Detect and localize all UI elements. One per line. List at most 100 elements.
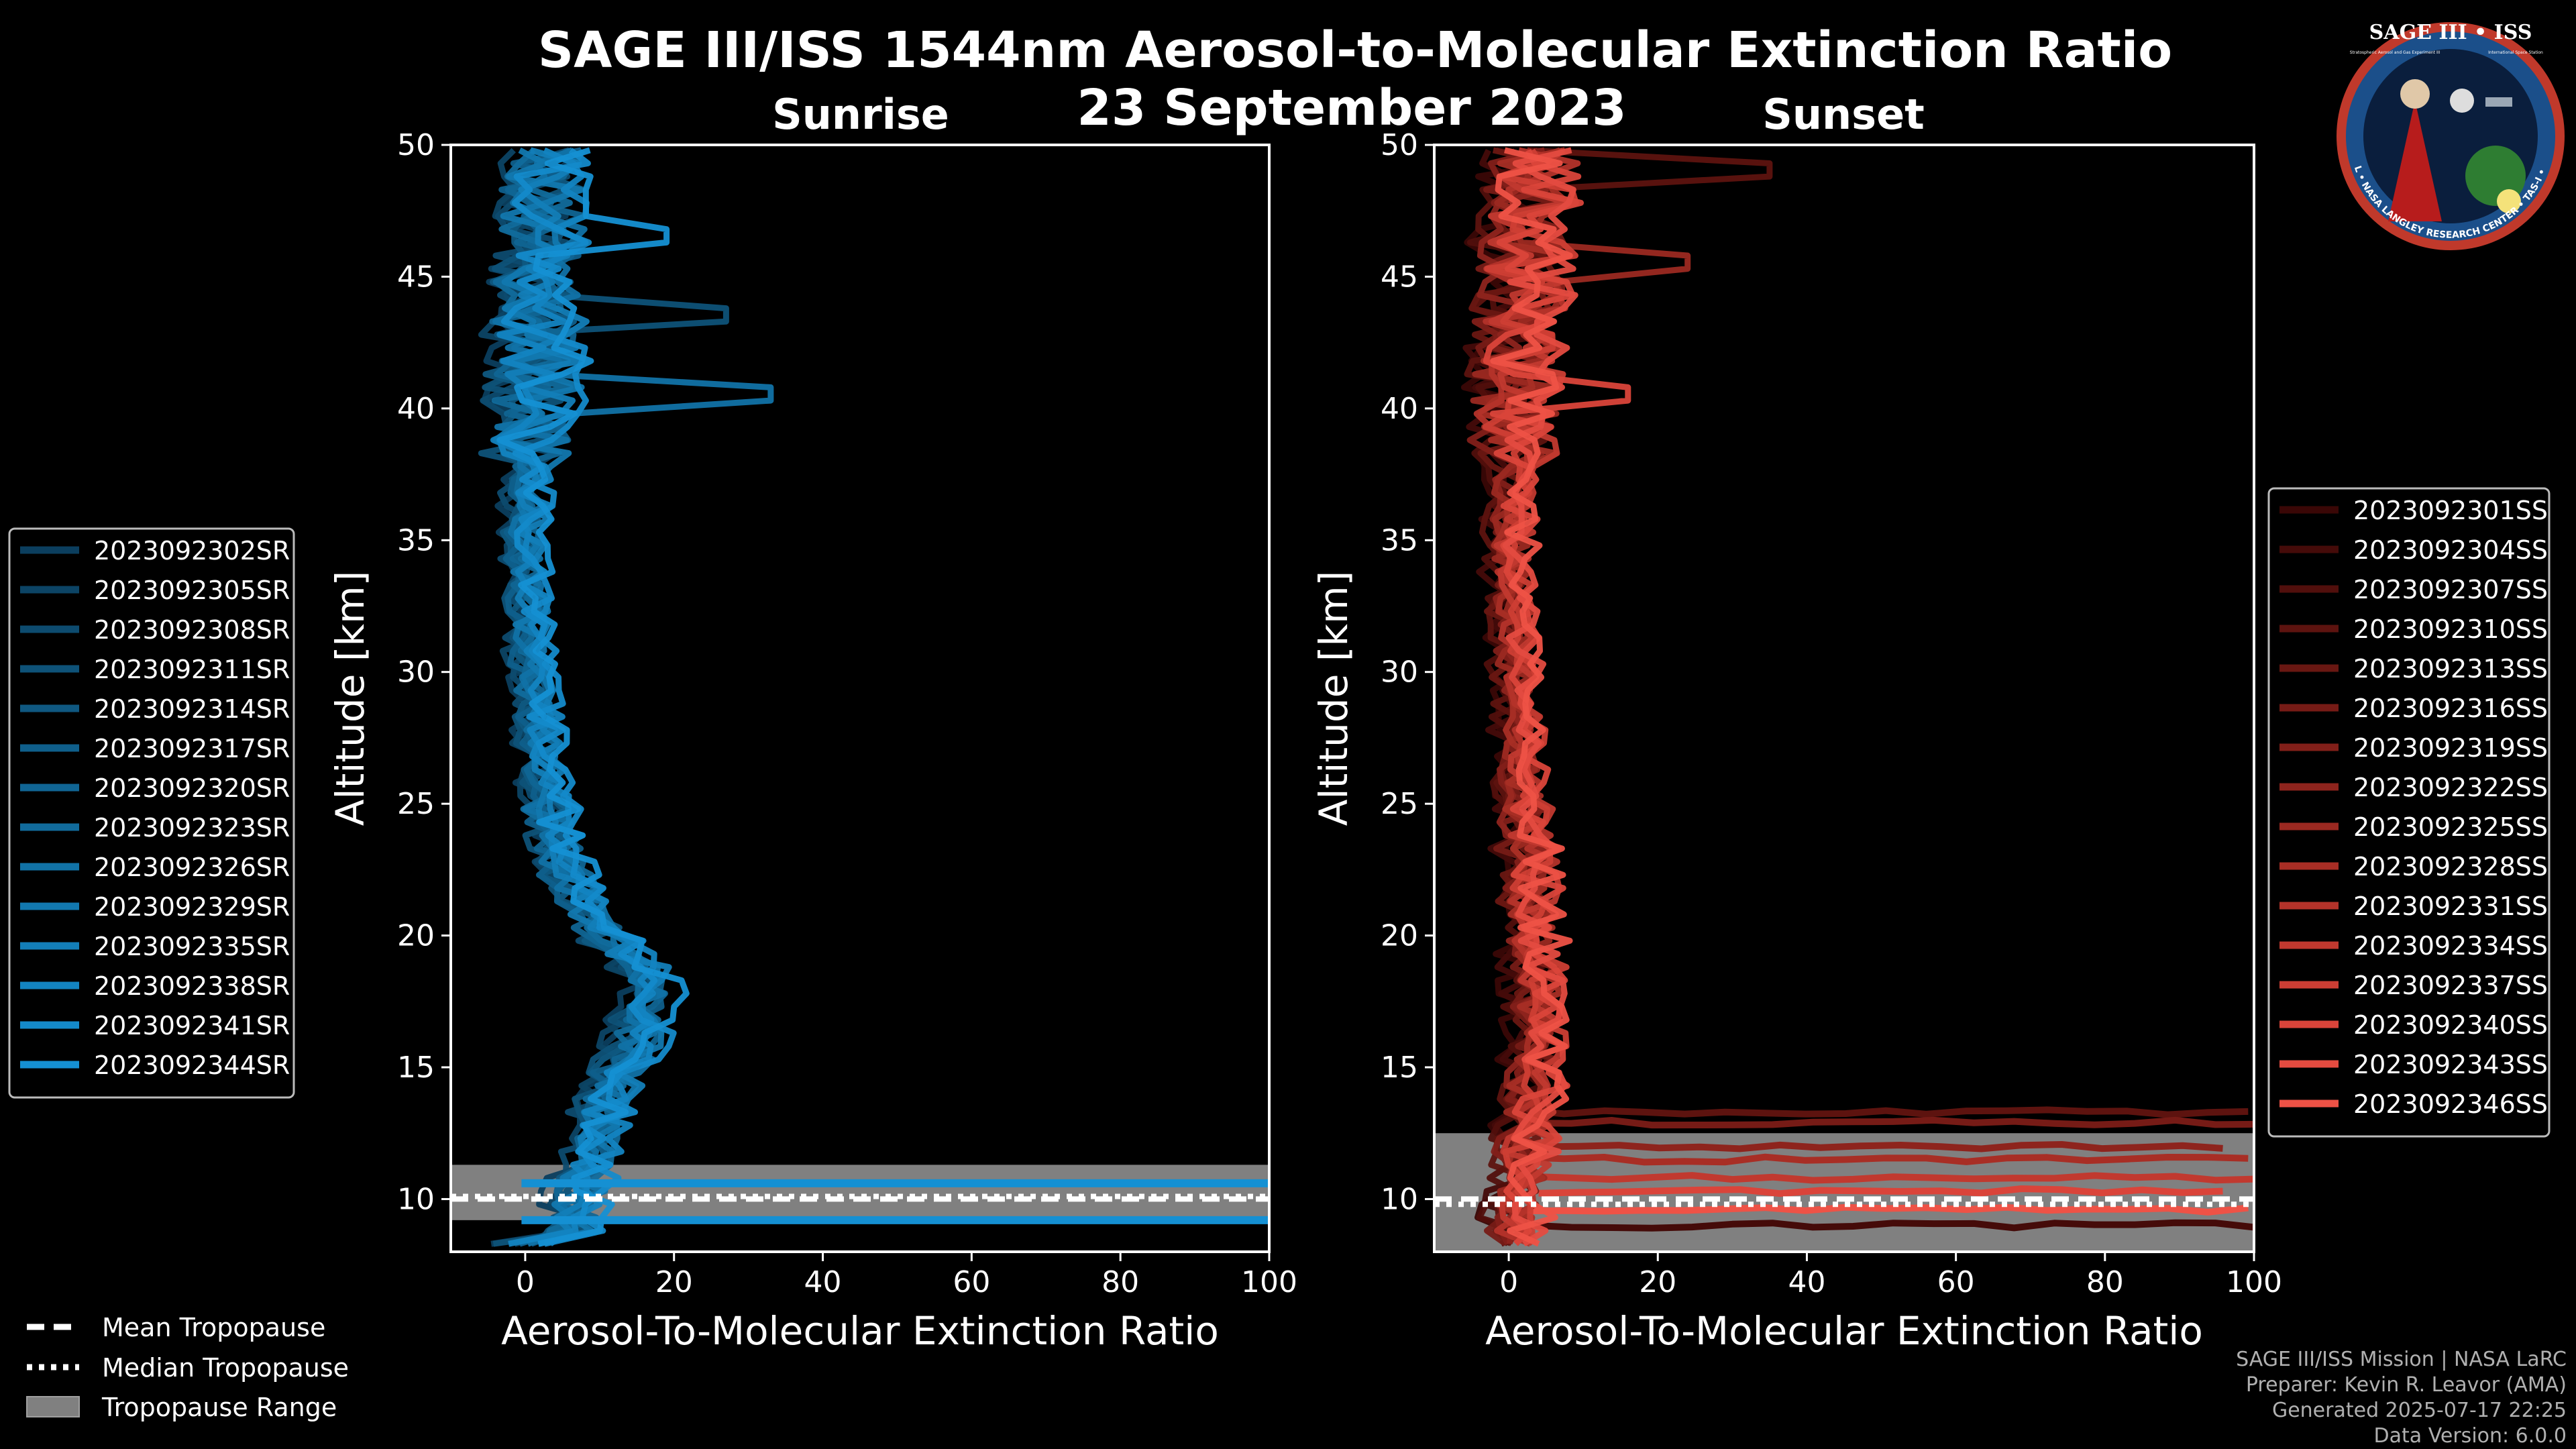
sunset-y-tick-label: 20 [1381, 919, 1418, 953]
sunset-x-tick-label: 60 [1937, 1265, 1975, 1299]
sunrise-x-tick-label: 0 [516, 1265, 535, 1299]
sunrise-legend-label: 2023092311SR [94, 655, 290, 684]
sunset-tropopause-level-line [1523, 1153, 2249, 1166]
credit-data-version: Data Version: 6.0.0 [2374, 1424, 2567, 1448]
sunrise-x-axis-label: Aerosol-To-Molecular Extinction Ratio [501, 1308, 1219, 1354]
sunset-y-tick-label: 10 [1381, 1182, 1418, 1216]
sunrise-legend-label: 2023092341SR [94, 1011, 290, 1040]
sunrise-panel-title: Sunrise [772, 90, 949, 139]
median-tropopause-label: Median Tropopause [102, 1353, 349, 1383]
sunset-legend-label: 2023092316SS [2353, 694, 2548, 723]
sunset-legend-label: 2023092325SS [2353, 812, 2548, 842]
sunrise-legend-label: 2023092317SR [94, 734, 290, 763]
tropopause-range-swatch [26, 1396, 80, 1417]
sunrise-legend-label: 2023092344SR [94, 1051, 290, 1080]
sunset-legend-label: 2023092322SS [2353, 773, 2548, 802]
sunrise-series-line-2023092338SR [496, 147, 657, 1247]
sunrise-axes-frame [449, 144, 1271, 1253]
sunrise-y-tick-label: 50 [397, 128, 435, 162]
sunrise-y-tick-label: 45 [397, 260, 435, 294]
credit-mission: SAGE III/ISS Mission | NASA LaRC [2236, 1348, 2567, 1371]
sunset-y-tick-label: 50 [1381, 128, 1418, 162]
sunrise-y-tick-label: 25 [397, 787, 435, 821]
sunset-legend-label: 2023092301SS [2353, 496, 2548, 525]
sunset-tropopause-level-line [1523, 1106, 2249, 1118]
sunrise-y-tick-label: 10 [397, 1182, 435, 1216]
sunset-plot-background [1434, 145, 2254, 1252]
sunset-y-tick-label: 45 [1381, 260, 1418, 294]
sunrise-y-tick-label: 40 [397, 392, 435, 426]
sunset-axes-frame [1433, 144, 2255, 1253]
sunrise-legend-label: 2023092320SR [94, 773, 290, 803]
sunset-y-tick-label: 40 [1381, 392, 1418, 426]
sunset-x-axis-label: Aerosol-To-Molecular Extinction Ratio [1485, 1308, 2203, 1354]
credits: SAGE III/ISS Mission | NASA LaRC Prepare… [2236, 1348, 2567, 1448]
sunrise-x-tick-label: 80 [1102, 1265, 1139, 1299]
sunset-x-tick-label: 100 [2226, 1265, 2282, 1299]
logo-station: International Space Station [2488, 50, 2543, 55]
space-station-icon [2485, 97, 2512, 107]
sunset-legend-label: 2023092328SS [2353, 852, 2548, 881]
sunset-legend-label: 2023092340SS [2353, 1010, 2548, 1040]
credit-preparer: Preparer: Kevin R. Leavor (AMA) [2246, 1373, 2567, 1397]
sunrise-x-tick-label: 20 [655, 1265, 693, 1299]
sunset-series-line-2023092346SS [1490, 147, 1573, 1247]
sunrise-x-tick-label: 100 [1241, 1265, 1297, 1299]
sunrise-legend-label: 2023092338SR [94, 971, 290, 1001]
sunset-legend-label: 2023092313SS [2353, 654, 2548, 684]
sunset-legend-label: 2023092304SS [2353, 535, 2548, 565]
sunset-tropopause-level-line [1538, 1141, 2223, 1152]
sunset-y-axis-label: Altitude [km] [1311, 571, 1356, 826]
sunset-y-tick-label: 30 [1381, 655, 1418, 690]
chart-date: 23 September 2023 [1077, 79, 1626, 137]
mean-tropopause-label: Mean Tropopause [102, 1313, 325, 1342]
sunset-panel-title: Sunset [1762, 90, 1925, 139]
credit-generated: Generated 2025-07-17 22:25 [2272, 1399, 2567, 1422]
sunrise-y-tick-label: 15 [397, 1051, 435, 1085]
sunrise-plot-area: 0 20 40 60 80 100 10 15 20 25 30 35 40 45 50 Aerosol-To… [327, 128, 1297, 1354]
sunset-tropopause-level-line [1523, 1203, 2249, 1216]
sunrise-legend-label: 2023092323SR [94, 813, 290, 843]
sunrise-legend-frame [8, 527, 295, 1099]
sunset-legend-label: 2023092334SS [2353, 931, 2548, 961]
sunset-legend-frame [2267, 487, 2551, 1138]
sunrise-y-tick-label: 20 [397, 919, 435, 953]
tropopause-range-label: Tropopause Range [101, 1393, 337, 1422]
logo-subtitle: Stratospheric Aerosol and Gas Experiment… [2350, 50, 2440, 55]
logo-title: SAGE III • ISS [2369, 21, 2532, 44]
sunset-plot-area: 0 20 40 60 80 100 10 15 20 25 30 35 40 45 50 Aerosol-To… [1311, 128, 2282, 1354]
tropopause-legend: Mean Tropopause Median Tropopause Tropop… [26, 1313, 349, 1422]
sunset-x-tick-label: 20 [1639, 1265, 1676, 1299]
sunset-legend-label: 2023092337SS [2353, 971, 2548, 1000]
sunset-y-tick-label: 25 [1381, 787, 1418, 821]
sunset-tropopause-level-line [1538, 1185, 2223, 1197]
sunrise-legend-label: 2023092305SR [94, 576, 290, 605]
sunrise-legend-label: 2023092329SR [94, 892, 290, 922]
sunset-legend-label: 2023092310SS [2353, 614, 2548, 644]
sunrise-legend-label: 2023092308SR [94, 615, 290, 645]
sunset-legend-label: 2023092346SS [2353, 1089, 2548, 1119]
sunset-x-tick-label: 40 [1788, 1265, 1825, 1299]
sunrise-legend-label: 2023092326SR [94, 853, 290, 882]
sunset-tropopause-level-line [1531, 1116, 2254, 1129]
sunset-legend-label: 2023092331SS [2353, 892, 2548, 921]
sunrise-series-line-2023092341SR [500, 148, 677, 1247]
sunset-x-tick-label: 80 [2086, 1265, 2124, 1299]
astronomer-head-icon [2400, 79, 2430, 109]
sunrise-y-tick-label: 30 [397, 655, 435, 690]
chart-title: SAGE III/ISS 1544nm Aerosol-to-Molecular… [538, 21, 2172, 79]
sunset-x-tick-label: 0 [1499, 1265, 1518, 1299]
sunset-y-tick-label: 15 [1381, 1051, 1418, 1085]
sunrise-legend-label: 2023092314SR [94, 694, 290, 724]
sunrise-y-axis-label: Altitude [km] [327, 571, 373, 826]
sunrise-x-tick-label: 60 [953, 1265, 990, 1299]
sunrise-legend-label: 2023092302SR [94, 536, 290, 566]
sun-icon [2497, 189, 2521, 213]
sunset-tropopause-level-line [1531, 1219, 2254, 1232]
sunset-tropopause-level-line [1531, 1172, 2254, 1184]
sunset-legend-label: 2023092343SS [2353, 1050, 2548, 1079]
sunset-legend-label: 2023092307SS [2353, 575, 2548, 604]
sunset-y-tick-label: 35 [1381, 523, 1418, 557]
sunset-legend-label: 2023092319SS [2353, 733, 2548, 763]
